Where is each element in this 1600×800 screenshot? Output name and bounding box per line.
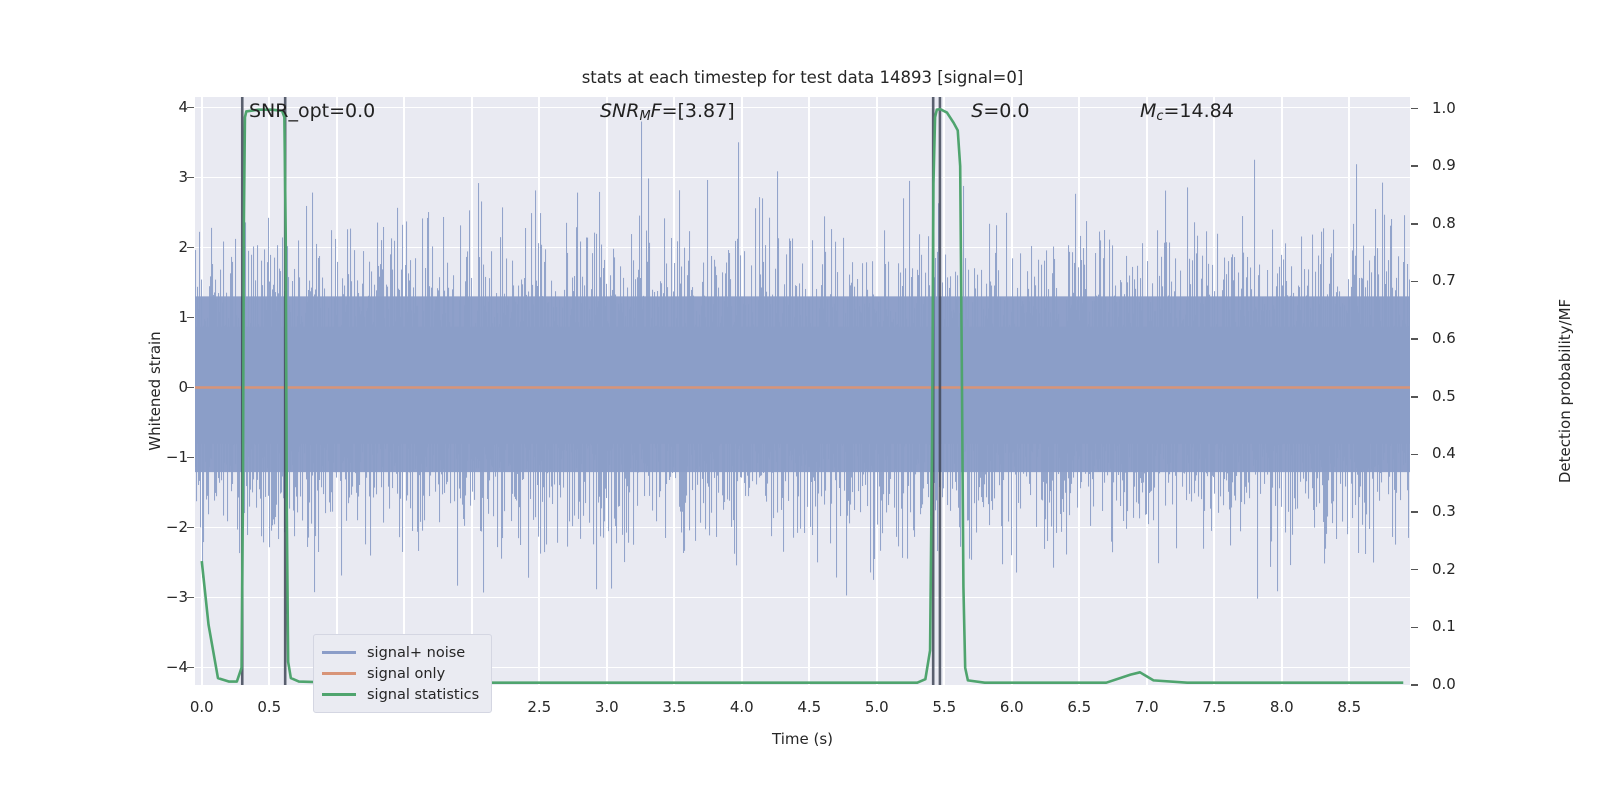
plot-area bbox=[195, 97, 1410, 685]
y-tick-label-right: 1.0 bbox=[1432, 98, 1456, 117]
x-tick-label: 7.0 bbox=[1134, 698, 1159, 716]
y-tick-mark-left bbox=[187, 596, 194, 599]
y-tick-label-right: 0.5 bbox=[1432, 386, 1456, 405]
legend-swatch-icon bbox=[322, 672, 356, 675]
x-tick-label: 5.0 bbox=[864, 698, 889, 716]
legend-swatch-icon bbox=[322, 651, 356, 654]
gridline-horizontal bbox=[195, 246, 1410, 249]
signal-statistics-trace bbox=[200, 107, 1404, 684]
y-tick-mark-left bbox=[187, 316, 194, 319]
y-tick-mark-right bbox=[1411, 511, 1418, 513]
legend-swatch-icon bbox=[322, 693, 356, 696]
y-axis-label-right: Detection probability/MF bbox=[1556, 298, 1574, 484]
y-tick-label-left: −4 bbox=[165, 657, 188, 676]
x-tick-label: 8.0 bbox=[1269, 698, 1294, 716]
y-tick-label-left: 0 bbox=[178, 377, 188, 396]
gridline-horizontal bbox=[195, 176, 1410, 179]
x-tick-label: 3.0 bbox=[594, 698, 619, 716]
x-tick-label: 7.5 bbox=[1202, 698, 1227, 716]
y-tick-mark-right bbox=[1411, 626, 1418, 629]
y-tick-label-left: 1 bbox=[178, 307, 188, 326]
legend-label: signal+ noise bbox=[367, 644, 466, 661]
x-tick-label: 3.5 bbox=[662, 698, 687, 716]
y-tick-mark-right bbox=[1411, 280, 1418, 283]
legend-label: signal statistics bbox=[367, 686, 480, 703]
y-tick-label-left: −1 bbox=[165, 447, 188, 466]
y-tick-mark-left bbox=[187, 176, 194, 179]
annotation-chirp-mass: Mc=14.84 bbox=[1140, 100, 1234, 125]
x-tick-label: 0.0 bbox=[189, 698, 214, 716]
plot-traces bbox=[195, 97, 1410, 685]
x-tick-label: 4.5 bbox=[797, 698, 822, 716]
legend[interactable]: signal+ noise signal only signal statistic… bbox=[313, 634, 493, 713]
y-tick-label-left: 3 bbox=[178, 167, 188, 186]
y-tick-mark-left bbox=[187, 666, 194, 669]
annotation-snr-mf: SNRMF=[3.87] bbox=[600, 100, 735, 125]
y-tick-label-right: 0.0 bbox=[1432, 675, 1456, 693]
y-tick-label-right: 0.1 bbox=[1432, 617, 1456, 636]
y-tick-mark-right bbox=[1411, 107, 1418, 110]
gridline-horizontal bbox=[195, 106, 1410, 109]
x-tick-label: 5.5 bbox=[932, 698, 957, 716]
y-tick-label-right: 0.9 bbox=[1432, 156, 1456, 175]
x-tick-label: 4.0 bbox=[729, 698, 754, 716]
x-tick-label: 8.5 bbox=[1337, 698, 1362, 716]
legend-item[interactable]: signal+ noise bbox=[322, 642, 479, 663]
y-tick-mark-left bbox=[187, 246, 194, 249]
y-tick-label-left: −3 bbox=[165, 587, 188, 606]
y-tick-mark-right bbox=[1411, 165, 1418, 167]
y-tick-label-left: 4 bbox=[178, 97, 188, 116]
y-tick-label-right: 0.2 bbox=[1432, 559, 1456, 578]
annotation-snr-opt: SNR_opt=0.0 bbox=[249, 100, 376, 122]
y-tick-mark-left bbox=[187, 526, 194, 529]
y-tick-mark-left bbox=[187, 456, 194, 459]
gridline-horizontal bbox=[195, 666, 1410, 669]
y-tick-label-right: 0.8 bbox=[1432, 213, 1456, 232]
x-tick-label: 6.0 bbox=[999, 698, 1024, 716]
gridline-horizontal bbox=[195, 596, 1410, 599]
y-tick-label-right: 0.4 bbox=[1432, 444, 1456, 463]
y-tick-mark-right bbox=[1411, 223, 1418, 225]
gridline-horizontal bbox=[195, 526, 1410, 529]
legend-label: signal only bbox=[367, 665, 446, 682]
legend-item[interactable]: signal only bbox=[322, 663, 479, 684]
y-tick-mark-right bbox=[1411, 684, 1418, 686]
y-tick-label-right: 0.6 bbox=[1432, 329, 1456, 348]
y-tick-label-left: −2 bbox=[165, 517, 188, 536]
y-tick-mark-right bbox=[1411, 395, 1418, 398]
x-tick-label: 0.5 bbox=[257, 698, 282, 716]
annotation-s-stat: S=0.0 bbox=[971, 100, 1030, 122]
y-tick-label-left: 2 bbox=[178, 237, 188, 256]
noise-trace bbox=[195, 121, 1410, 614]
y-tick-mark-left bbox=[187, 386, 194, 389]
x-tick-label: 6.5 bbox=[1067, 698, 1092, 716]
y-tick-mark-right bbox=[1411, 568, 1418, 571]
x-tick-label: 2.5 bbox=[527, 698, 552, 716]
y-tick-mark-right bbox=[1411, 453, 1418, 456]
page-title: stats at each timestep for test data 148… bbox=[581, 68, 1024, 87]
x-axis-label: Time (s) bbox=[772, 730, 833, 748]
y-tick-mark-left bbox=[187, 106, 194, 109]
legend-item[interactable]: signal statistics bbox=[322, 684, 479, 705]
y-tick-mark-right bbox=[1411, 338, 1418, 340]
y-tick-label-right: 0.7 bbox=[1432, 271, 1456, 290]
y-tick-label-right: 0.3 bbox=[1432, 502, 1456, 521]
